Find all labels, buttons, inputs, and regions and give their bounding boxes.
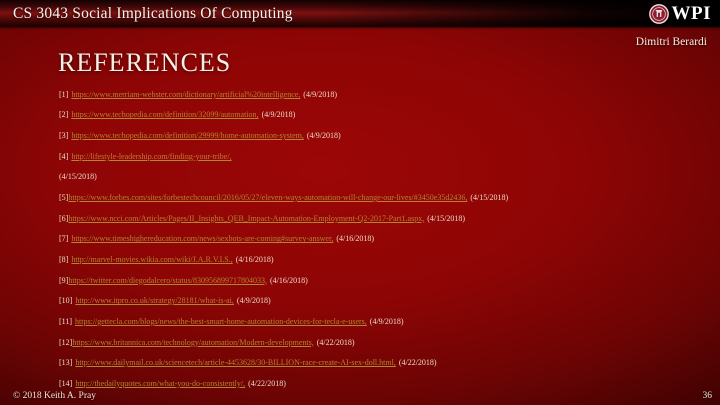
references-list: [1] https://www.merriam-webster.com/dicti… — [59, 84, 708, 394]
author-name: Dimitri Berardi — [635, 36, 707, 48]
reference-line: [8] http://marvel-movies.wikia.com/wiki/J… — [59, 249, 708, 270]
reference-number: [5] — [59, 193, 69, 203]
reference-number: [7] — [59, 234, 69, 244]
wpi-logo: WPI — [648, 3, 712, 25]
reference-access-date: (4/9/2018) — [303, 89, 338, 99]
reference-link[interactable]: http://www.dailymail.co.uk/sciencetech/a… — [75, 358, 396, 368]
reference-line: [5] https://www.forbes.com/sites/forbeste… — [59, 187, 708, 208]
reference-access-date: (4/9/2018) — [306, 131, 341, 141]
reference-line: [3] https://www.techopedia.com/definition… — [59, 125, 708, 146]
reference-link[interactable]: https://twitter.com/diegodalcero/status/… — [68, 275, 267, 285]
reference-number: [13] — [59, 358, 73, 368]
copyright: © 2018 Keith A. Pray — [13, 391, 96, 401]
reference-line: [2] https://www.techopedia.com/definition… — [59, 105, 708, 126]
reference-access-date: (4/22/2018) — [398, 358, 437, 368]
reference-access-date: (4/9/2018) — [369, 316, 404, 326]
reference-number: [4] — [59, 151, 69, 161]
slide-title: REFERENCES — [58, 48, 232, 77]
reference-link[interactable]: https://www.britannica.com/technology/au… — [72, 337, 314, 347]
wpi-logo-text: WPI — [671, 3, 711, 24]
reference-link[interactable]: http://www.itpro.co.uk/strategy/28181/wh… — [75, 296, 234, 306]
reference-access-date: (4/15/2018) — [427, 213, 465, 223]
reference-number: [3] — [59, 131, 69, 141]
page-number: 36 — [702, 391, 713, 401]
reference-line: [6] https://www.ncci.com/Articles/Pages/I… — [59, 208, 708, 229]
reference-line: [11] https://gettecla.com/blogs/news/the-… — [59, 311, 708, 332]
reference-access-date: (4/22/2018) — [316, 337, 355, 347]
reference-access-date: (4/16/2018) — [235, 254, 274, 264]
reference-number: [8] — [59, 254, 69, 264]
reference-link[interactable]: https://www.forbes.com/sites/forbestechc… — [68, 193, 468, 203]
reference-number: [1] — [59, 89, 69, 99]
reference-access-date: (4/9/2018) — [261, 110, 296, 120]
footer: © 2018 Keith A. Pray 36 — [0, 391, 720, 401]
reference-access-date: (4/16/2018) — [336, 234, 375, 244]
reference-line: [9] https://twitter.com/diegodalcero/stat… — [59, 270, 708, 291]
reference-line: [10] http://www.itpro.co.uk/strategy/2818… — [59, 290, 708, 311]
reference-link[interactable]: https://gettecla.com/blogs/news/the-best… — [75, 316, 367, 326]
reference-line: [13] http://www.dailymail.co.uk/sciencete… — [59, 352, 708, 373]
reference-link[interactable]: https://www.merriam-webster.com/dictiona… — [71, 89, 301, 99]
reference-link[interactable]: http://lifestyle-leadership.com/finding-… — [71, 151, 232, 161]
reference-link[interactable]: http://thedailyquotes.com/what-you-do-co… — [75, 378, 246, 388]
reference-link[interactable]: https://www.ncci.com/Articles/Pages/II_I… — [68, 213, 425, 223]
reference-access-date: (4/15/2018) — [59, 172, 97, 182]
header-bar: CS 3043 Social Implications Of Computing… — [0, 0, 720, 27]
reference-link[interactable]: https://www.techopedia.com/definition/32… — [71, 110, 259, 120]
reference-access-date: (4/16/2018) — [269, 275, 308, 285]
reference-number: [11] — [59, 316, 73, 326]
reference-number: [6] — [59, 213, 69, 223]
reference-number: [12] — [59, 337, 73, 347]
wpi-seal-icon — [648, 4, 669, 24]
reference-number: [14] — [59, 378, 73, 388]
reference-line: [4] http://lifestyle-leadership.com/findi… — [59, 146, 708, 167]
reference-number: [9] — [59, 275, 69, 285]
reference-link[interactable]: https://www.timeshighereducation.com/new… — [71, 234, 334, 244]
reference-number: [2] — [59, 110, 69, 120]
reference-number: [10] — [59, 296, 73, 306]
reference-access-date: (4/9/2018) — [236, 296, 271, 306]
reference-line: [1] https://www.merriam-webster.com/dicti… — [59, 84, 708, 105]
reference-line: [7] https://www.timeshighereducation.com/… — [59, 228, 708, 249]
reference-line: [12] https://www.britannica.com/technolog… — [59, 332, 708, 353]
course-title: CS 3043 Social Implications Of Computing — [13, 4, 293, 22]
reference-access-date: (4/15/2018) — [470, 193, 509, 203]
reference-access-date: (4/22/2018) — [248, 378, 286, 388]
reference-link[interactable]: https://www.techopedia.com/definition/29… — [71, 131, 304, 141]
reference-link[interactable]: http://marvel-movies.wikia.com/wiki/J.A.… — [71, 254, 233, 264]
reference-line: [14] http://thedailyquotes.com/what-you-d… — [59, 373, 708, 394]
reference-line: (4/15/2018) — [59, 167, 708, 188]
